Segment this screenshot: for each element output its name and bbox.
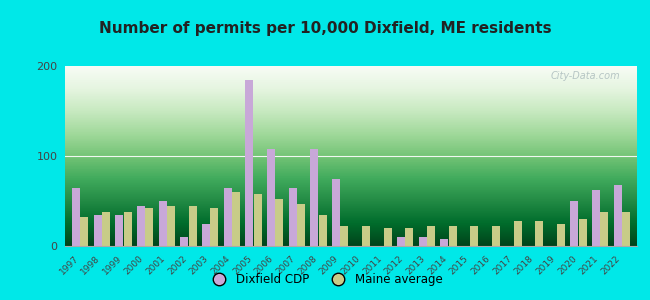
Bar: [318, 214, 327, 246]
Bar: [427, 226, 435, 246]
Bar: [145, 208, 153, 246]
Bar: [405, 228, 413, 246]
Bar: [614, 185, 622, 246]
Bar: [440, 239, 448, 246]
Bar: [557, 224, 565, 246]
Bar: [384, 228, 392, 246]
Bar: [245, 80, 254, 246]
Bar: [137, 206, 145, 246]
Bar: [622, 212, 630, 246]
Bar: [159, 201, 167, 246]
Bar: [202, 224, 210, 246]
Bar: [297, 204, 305, 246]
Bar: [397, 237, 405, 246]
Text: City-Data.com: City-Data.com: [550, 71, 620, 81]
Bar: [535, 221, 543, 246]
Bar: [514, 221, 522, 246]
Bar: [180, 237, 188, 246]
Bar: [115, 214, 124, 246]
Bar: [419, 237, 427, 246]
Bar: [188, 206, 197, 246]
Bar: [600, 212, 608, 246]
Bar: [570, 201, 578, 246]
Bar: [310, 149, 318, 246]
Bar: [448, 226, 457, 246]
Bar: [224, 188, 232, 246]
Bar: [492, 226, 500, 246]
Bar: [340, 226, 348, 246]
Bar: [592, 190, 600, 246]
Bar: [210, 208, 218, 246]
Bar: [289, 188, 297, 246]
Bar: [124, 212, 132, 246]
Legend: Dixfield CDP, Maine average: Dixfield CDP, Maine average: [203, 269, 447, 291]
Bar: [232, 192, 240, 246]
Bar: [275, 199, 283, 246]
Bar: [362, 226, 370, 246]
Bar: [254, 194, 262, 246]
Text: Number of permits per 10,000 Dixfield, ME residents: Number of permits per 10,000 Dixfield, M…: [99, 21, 551, 36]
Bar: [94, 214, 102, 246]
Bar: [332, 178, 340, 246]
Bar: [267, 149, 275, 246]
Bar: [167, 206, 175, 246]
Bar: [102, 212, 110, 246]
Bar: [470, 226, 478, 246]
Bar: [80, 217, 88, 246]
Bar: [72, 188, 80, 246]
Bar: [578, 219, 587, 246]
